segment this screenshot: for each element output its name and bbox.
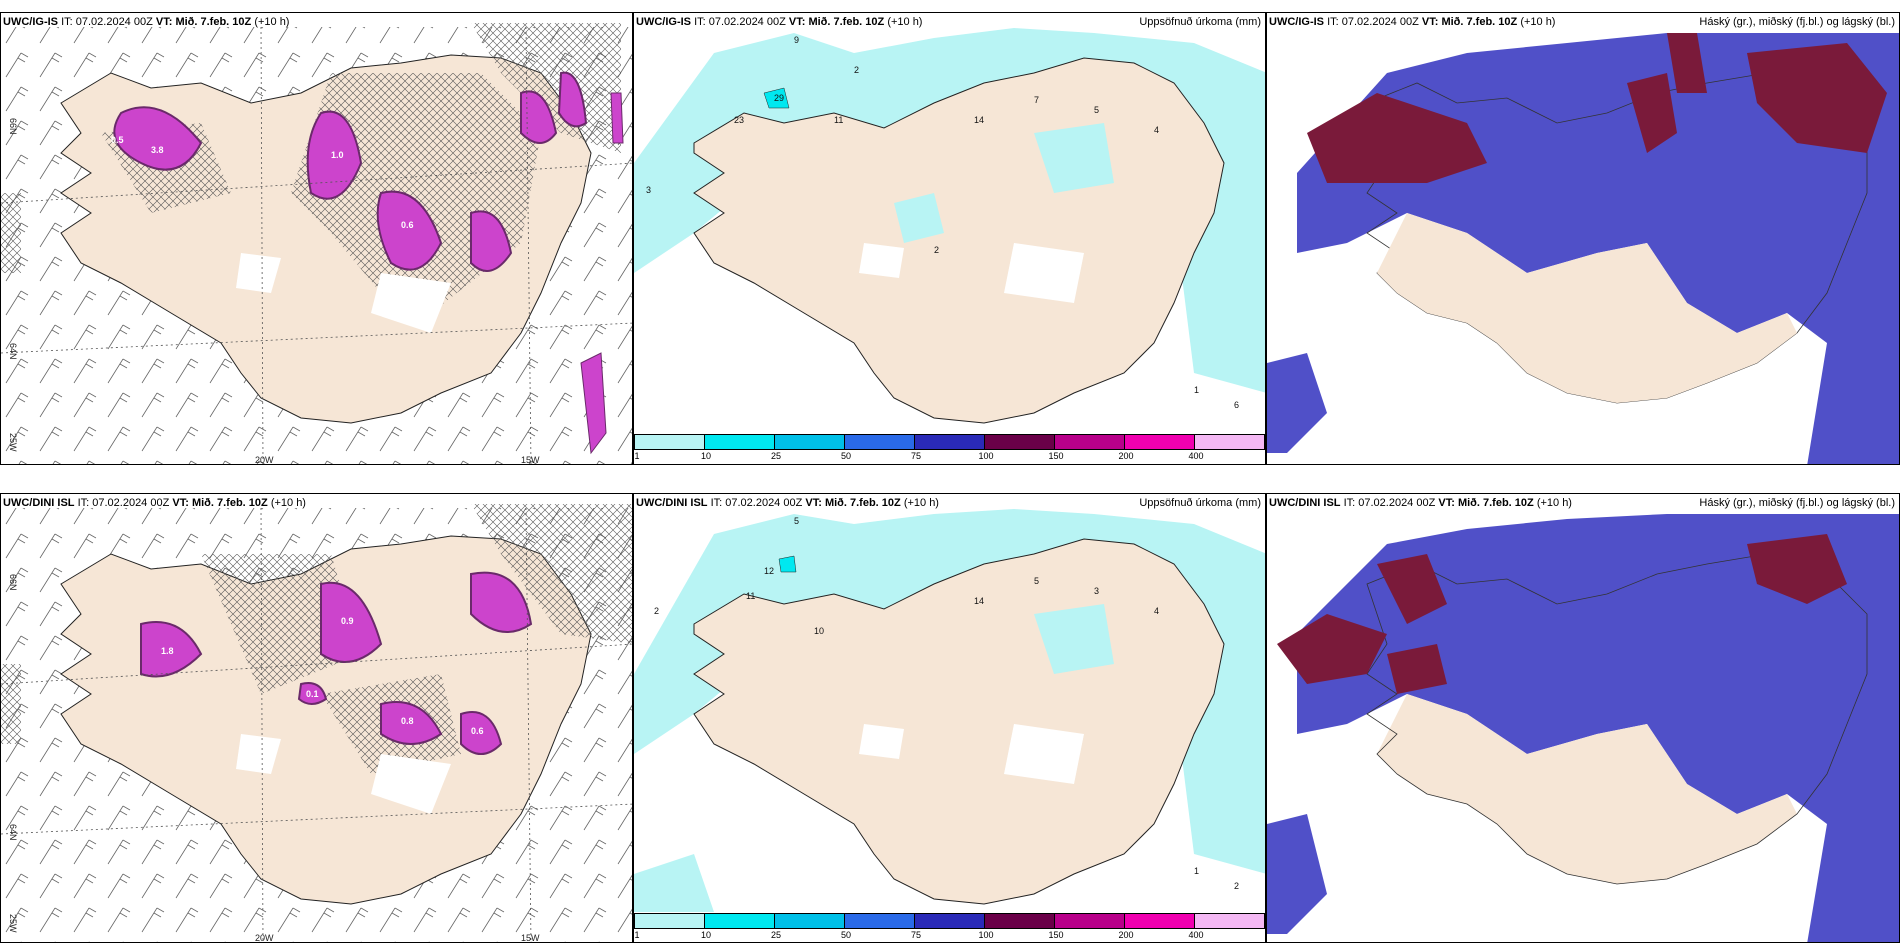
snow-map: 3.8 1.0 0.6 0.5 20W 15W 66N 64N 25W [1,23,632,465]
panel-title: Uppsöfnuð úrkoma (mm) [1139,497,1261,509]
colorbar: 1 10 25 50 75 100 150 200 400 [634,913,1265,941]
panel-header: UWC/IG-IS IT: 07.02.2024 00Z VT: Mið. 7.… [636,16,923,28]
svg-text:3: 3 [1094,586,1099,596]
cloud-map [1267,33,1899,464]
svg-text:1: 1 [1194,866,1199,876]
lat-tick-66n: 66N [8,118,18,135]
panel-title: Háský (gr.), miðský (fj.bl.) og lágský (… [1699,497,1895,509]
svg-text:0.6: 0.6 [401,220,414,230]
svg-text:0.6: 0.6 [471,726,484,736]
lon-tick-15w: 15W [521,455,540,465]
svg-text:3: 3 [646,185,651,195]
panel-header: UWC/DINI ISL IT: 07.02.2024 00Z VT: Mið.… [636,497,939,509]
svg-text:1.8: 1.8 [161,646,174,656]
snow-map-panel-top: UWC/IG-IS IT: 07.02.2024 00Z VT: Mið. 7.… [0,12,633,465]
snow-map-panel-bottom: UWC/DINI ISL IT: 07.02.2024 00Z VT: Mið.… [0,493,633,943]
precip-map-panel-bottom: UWC/DINI ISL IT: 07.02.2024 00Z VT: Mið.… [633,493,1266,943]
panel-header: UWC/DINI ISL IT: 07.02.2024 00Z VT: Mið.… [3,497,306,509]
lon-tick-15w: 15W [521,933,540,943]
svg-text:29: 29 [774,93,784,103]
panel-header: UWC/DINI ISL IT: 07.02.2024 00Z VT: Mið.… [1269,497,1572,509]
cloud-map [1267,514,1899,942]
svg-text:0.9: 0.9 [341,616,354,626]
panel-title: Uppsöfnuð úrkoma (mm) [1139,16,1261,28]
svg-text:0.1: 0.1 [306,689,319,699]
lon-tick-20w: 20W [255,933,274,943]
cloud-map-panel-bottom: UWC/DINI ISL IT: 07.02.2024 00Z VT: Mið.… [1266,493,1900,943]
snow-map: 1.8 0.9 0.8 0.6 0.1 20W 15W 66N 64N 25W [1,504,632,943]
svg-text:9: 9 [794,35,799,45]
svg-text:5: 5 [1094,105,1099,115]
svg-text:10: 10 [814,626,824,636]
svg-text:2: 2 [854,65,859,75]
lat-tick-64n: 64N [8,824,18,841]
panel-header: UWC/IG-IS IT: 07.02.2024 00Z VT: Mið. 7.… [1269,16,1556,28]
svg-text:11: 11 [834,115,843,125]
precip-map-panel-top: UWC/IG-IS IT: 07.02.2024 00Z VT: Mið. 7.… [633,12,1266,465]
lon-tick-25w: 25W [8,914,18,933]
iceland-land [60,535,592,905]
lat-tick-66n: 66N [8,574,18,591]
iceland-land [1366,553,1868,885]
svg-text:0.5: 0.5 [111,135,124,145]
svg-text:14: 14 [974,115,984,125]
svg-text:6: 6 [1234,400,1239,410]
lon-tick-20w: 20W [255,455,274,465]
svg-text:23: 23 [734,115,744,125]
svg-text:7: 7 [1034,95,1039,105]
svg-text:5: 5 [1034,576,1039,586]
svg-text:4: 4 [1154,606,1159,616]
lat-tick-64n: 64N [8,343,18,360]
svg-text:1.0: 1.0 [331,150,344,160]
panel-header: UWC/IG-IS IT: 07.02.2024 00Z VT: Mið. 7.… [3,16,290,28]
svg-text:4: 4 [1154,125,1159,135]
precip-map: 12 11 10 14 5 3 4 2 5 1 2 [634,509,1265,912]
svg-text:1: 1 [1194,385,1199,395]
cloud-map-panel-top: UWC/IG-IS IT: 07.02.2024 00Z VT: Mið. 7.… [1266,12,1900,465]
svg-text:11: 11 [746,591,755,601]
svg-text:2: 2 [654,606,659,616]
svg-text:2: 2 [1234,881,1239,891]
svg-text:0.8: 0.8 [401,716,414,726]
panel-title: Háský (gr.), miðský (fj.bl.) og lágský (… [1699,16,1895,28]
precip-map: 29 23 11 2 14 7 5 4 2 3 9 1 6 [634,28,1265,424]
svg-text:5: 5 [794,516,799,526]
colorbar: 1 10 25 50 75 100 150 200 400 [634,434,1265,462]
svg-text:3.8: 3.8 [151,145,164,155]
svg-text:14: 14 [974,596,984,606]
svg-text:12: 12 [764,566,774,576]
lon-tick-25w: 25W [8,433,18,452]
svg-text:2: 2 [934,245,939,255]
